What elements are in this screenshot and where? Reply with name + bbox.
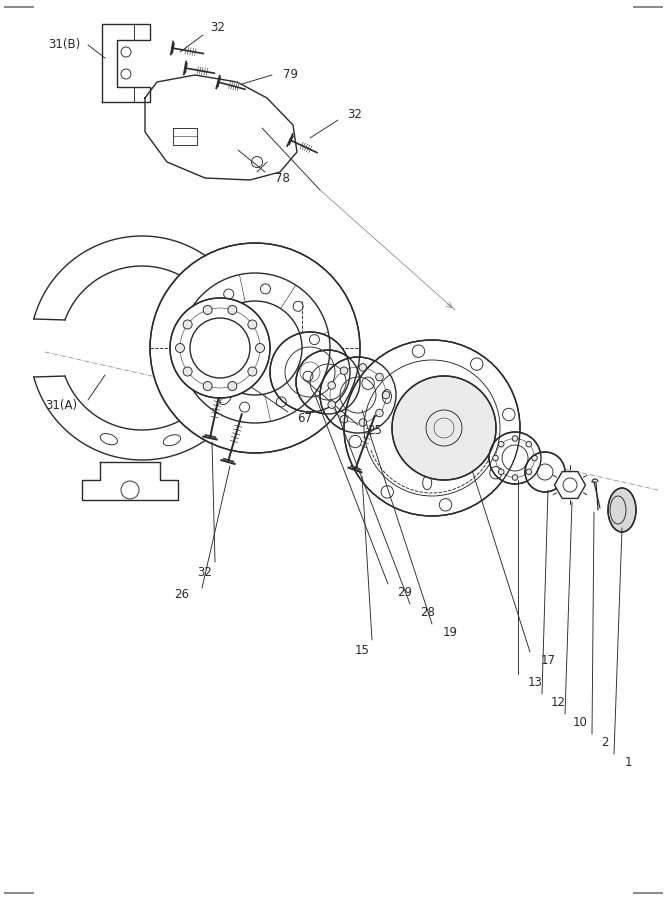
Circle shape	[248, 320, 257, 329]
Circle shape	[150, 243, 360, 453]
Circle shape	[340, 367, 348, 374]
Polygon shape	[554, 472, 586, 499]
Circle shape	[340, 416, 348, 423]
Text: 10: 10	[572, 716, 588, 728]
Text: 17: 17	[540, 653, 556, 667]
Circle shape	[392, 376, 496, 480]
Text: 32: 32	[197, 565, 212, 579]
Circle shape	[382, 392, 390, 399]
Circle shape	[328, 400, 336, 409]
Circle shape	[532, 455, 538, 461]
Circle shape	[270, 332, 350, 412]
Text: 1: 1	[624, 755, 632, 769]
Text: 67: 67	[297, 411, 313, 425]
Circle shape	[175, 344, 185, 353]
Circle shape	[526, 441, 532, 447]
Circle shape	[183, 367, 192, 376]
Text: 31(A): 31(A)	[45, 399, 77, 411]
Circle shape	[228, 382, 237, 391]
Circle shape	[248, 367, 257, 376]
Circle shape	[498, 469, 504, 474]
Text: 26: 26	[175, 589, 189, 601]
Circle shape	[359, 364, 367, 371]
Text: 19: 19	[442, 626, 458, 638]
Text: 2: 2	[601, 735, 609, 749]
Text: 12: 12	[550, 696, 566, 708]
Text: 28: 28	[421, 606, 436, 618]
Circle shape	[498, 441, 504, 447]
Text: 79: 79	[283, 68, 297, 82]
Circle shape	[203, 382, 212, 391]
Circle shape	[170, 298, 270, 398]
Circle shape	[328, 382, 336, 389]
Circle shape	[296, 350, 360, 414]
Circle shape	[512, 436, 518, 441]
Text: 32: 32	[348, 109, 362, 122]
Text: 78: 78	[275, 172, 289, 184]
Text: 25: 25	[368, 424, 382, 436]
Circle shape	[526, 469, 532, 474]
Circle shape	[359, 418, 367, 427]
Text: 29: 29	[398, 586, 412, 598]
Circle shape	[183, 320, 192, 329]
Circle shape	[203, 305, 212, 314]
Text: 15: 15	[355, 644, 370, 656]
Circle shape	[493, 455, 498, 461]
Circle shape	[228, 305, 237, 314]
Text: 32: 32	[211, 22, 225, 34]
Circle shape	[376, 410, 384, 417]
Text: 31(B): 31(B)	[48, 39, 80, 51]
Circle shape	[255, 344, 265, 353]
Circle shape	[512, 474, 518, 481]
Circle shape	[525, 452, 565, 492]
Circle shape	[376, 374, 384, 381]
Text: 13: 13	[528, 676, 542, 688]
Circle shape	[489, 432, 541, 484]
Circle shape	[320, 357, 396, 433]
Circle shape	[344, 340, 520, 516]
Ellipse shape	[608, 488, 636, 532]
